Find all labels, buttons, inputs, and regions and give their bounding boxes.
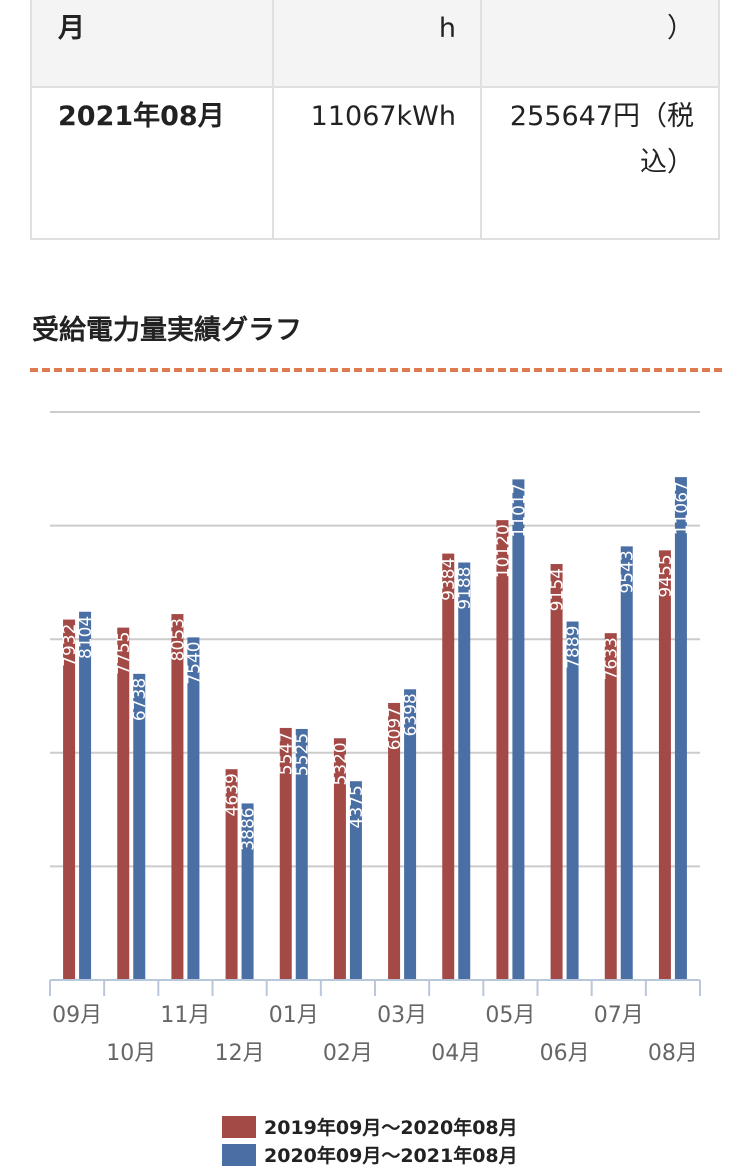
month-cell: 月 xyxy=(30,0,274,88)
bar xyxy=(620,546,633,980)
bar xyxy=(225,769,238,980)
legend-swatch xyxy=(222,1144,256,1166)
bar xyxy=(658,550,671,980)
x-tick-label: 08月 xyxy=(648,1041,698,1066)
grid-lines xyxy=(50,411,700,868)
bar-value-label: 11017 xyxy=(509,483,529,537)
bar-value-label: 5525 xyxy=(293,733,313,776)
bar xyxy=(512,479,525,980)
bar xyxy=(404,689,417,980)
x-tick-label: 03月 xyxy=(377,1003,427,1028)
bar-value-label: 5320 xyxy=(331,742,351,785)
bar xyxy=(442,553,455,980)
x-tick-label: 11月 xyxy=(160,1003,210,1028)
bar xyxy=(550,564,563,980)
bar xyxy=(604,633,617,980)
bar-value-label: 7932 xyxy=(60,624,80,667)
bar xyxy=(79,611,92,980)
bar-value-label: 8104 xyxy=(76,616,96,659)
legend-label: 2019年09月〜2020年08月 xyxy=(264,1116,518,1139)
bar xyxy=(674,477,687,980)
bar xyxy=(388,702,401,980)
bar xyxy=(187,637,200,980)
bar-value-label: 11067 xyxy=(672,481,692,535)
legend-label: 2020年09月〜2021年08月 xyxy=(264,1144,518,1167)
x-tick-label: 04月 xyxy=(431,1041,481,1066)
x-tick-label: 06月 xyxy=(540,1041,590,1066)
bar xyxy=(241,803,254,980)
section-title: 受給電力量実績グラフ xyxy=(32,315,302,346)
bar xyxy=(279,727,292,980)
bar xyxy=(171,614,184,980)
bar-value-label: 7755 xyxy=(114,632,134,675)
bar-value-label: 5547 xyxy=(277,732,297,775)
month-cell: 2021年08月 xyxy=(30,86,274,240)
bar xyxy=(496,520,509,980)
bar xyxy=(63,619,76,980)
bar-value-label: 6398 xyxy=(401,693,421,736)
table-row: 月 h ） xyxy=(30,0,720,88)
bar-value-label: 7633 xyxy=(602,637,622,680)
x-tick-label: 02月 xyxy=(323,1041,373,1066)
bar-value-label: 3886 xyxy=(239,807,259,850)
bar xyxy=(133,673,146,980)
bar-value-label: 4639 xyxy=(223,773,243,816)
x-tick-label: 05月 xyxy=(485,1003,535,1028)
bar-value-label: 4375 xyxy=(347,785,367,828)
usage-cell: 11067kWh xyxy=(272,86,482,240)
bar xyxy=(349,781,362,980)
bar xyxy=(333,738,346,980)
cost-cell: ） xyxy=(480,0,720,88)
x-tick-label: 12月 xyxy=(215,1041,265,1066)
bar-value-label: 9188 xyxy=(455,566,475,609)
bar-value-label: 7889 xyxy=(564,626,584,669)
usage-cell: h xyxy=(272,0,482,88)
x-tick-label: 09月 xyxy=(52,1003,102,1028)
section-divider xyxy=(30,368,722,372)
cost-cell: 255647円（税込） xyxy=(480,86,720,240)
x-tick-label: 07月 xyxy=(594,1003,644,1028)
bar-value-label: 6738 xyxy=(130,678,150,721)
table-row: 2021年08月 11067kWh 255647円（税込） xyxy=(30,86,720,240)
x-tick-label: 10月 xyxy=(106,1041,156,1066)
bar-value-label: 9455 xyxy=(656,554,676,597)
bar-value-label: 9384 xyxy=(439,558,459,601)
legend: 2019年09月〜2020年08月 2020年09月〜2021年08月 xyxy=(222,1116,518,1167)
bar-value-label: 6097 xyxy=(385,707,405,750)
bar-value-label: 9154 xyxy=(548,568,568,611)
bar-value-label: 8053 xyxy=(168,618,188,661)
bar xyxy=(566,621,579,980)
x-tick-label: 01月 xyxy=(269,1003,319,1028)
usage-table: 月 h ） 2021年08月 11067kWh 255647円（税込） xyxy=(30,0,720,240)
bar-value-label: 7540 xyxy=(184,641,204,684)
bar-value-label: 10120 xyxy=(493,524,513,578)
bar xyxy=(295,728,308,980)
bar xyxy=(458,562,471,980)
bar-value-label: 9543 xyxy=(618,550,638,593)
bar xyxy=(117,627,130,980)
legend-swatch xyxy=(222,1116,256,1138)
